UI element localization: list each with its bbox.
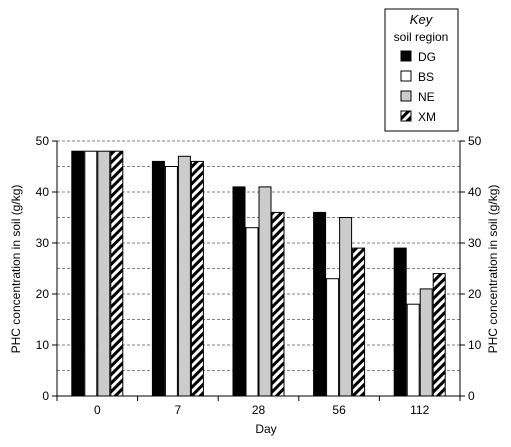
bar-bs-112 [406, 303, 420, 397]
bar-ne-28 [258, 186, 272, 397]
bar-ne-0 [97, 150, 111, 397]
x-axis-label: Day [255, 422, 276, 436]
y-tick-label-left: 50 [36, 134, 50, 148]
legend-swatch-ne [400, 90, 412, 102]
legend-swatch-dg [400, 50, 412, 62]
bar-dg-56 [313, 211, 327, 397]
legend-subtitle: soil region [394, 30, 449, 44]
legend-label-bs: BS [418, 70, 434, 84]
bar-bs-56 [326, 278, 340, 397]
x-tick-label: 112 [410, 403, 429, 417]
bars [71, 150, 446, 397]
x-tick-label: 0 [94, 403, 101, 417]
bar-dg-28 [232, 186, 246, 397]
bar-xm-7 [190, 160, 204, 397]
legend-swatch-xm [400, 110, 412, 122]
bar-dg-112 [393, 247, 407, 397]
bar-dg-7 [151, 160, 165, 397]
legend-swatch-bs [400, 70, 412, 82]
bar-ne-7 [177, 155, 191, 397]
y-axis-label-left: PHC concentration in soil (g/kg) [9, 185, 23, 354]
legend-box [384, 8, 459, 132]
legend: Key soil region DG BS NE XM [384, 8, 459, 132]
y-tick-label-right: 40 [468, 185, 482, 199]
legend-title: Key [410, 12, 434, 27]
bar-dg-0 [71, 150, 85, 397]
y-tick-label-left: 20 [36, 287, 50, 301]
y-tick-label-left: 0 [42, 389, 49, 403]
bar-xm-112 [432, 273, 446, 397]
bar-bs-0 [84, 150, 98, 397]
y-tick-label-left: 40 [36, 185, 50, 199]
y-tick-label-right: 10 [468, 338, 482, 352]
legend-items: DG BS NE XM [400, 50, 436, 124]
y-tick-label-left: 10 [36, 338, 50, 352]
axes: 0 0 10 10 20 20 30 30 40 40 50 50 0 7 28 56 112 [36, 134, 482, 417]
bar-bs-28 [245, 227, 259, 397]
legend-label-ne: NE [418, 90, 435, 104]
y-tick-label-right: 50 [468, 134, 482, 148]
legend-label-xm: XM [418, 110, 436, 124]
bar-xm-28 [271, 211, 285, 397]
bar-xm-0 [110, 150, 124, 397]
bar-bs-7 [164, 166, 178, 397]
x-tick-label: 28 [252, 403, 266, 417]
x-tick-label: 7 [175, 403, 182, 417]
y-tick-label-left: 30 [36, 236, 50, 250]
bar-ne-112 [419, 288, 433, 397]
y-tick-label-right: 30 [468, 236, 482, 250]
x-tick-label: 56 [332, 403, 346, 417]
y-tick-label-right: 0 [468, 389, 475, 403]
y-tick-label-right: 20 [468, 287, 482, 301]
bar-ne-56 [339, 217, 353, 397]
bar-xm-56 [352, 247, 366, 397]
y-axis-label-right: PHC concentration in soil (g/kg) [486, 185, 500, 354]
legend-label-dg: DG [418, 50, 436, 64]
